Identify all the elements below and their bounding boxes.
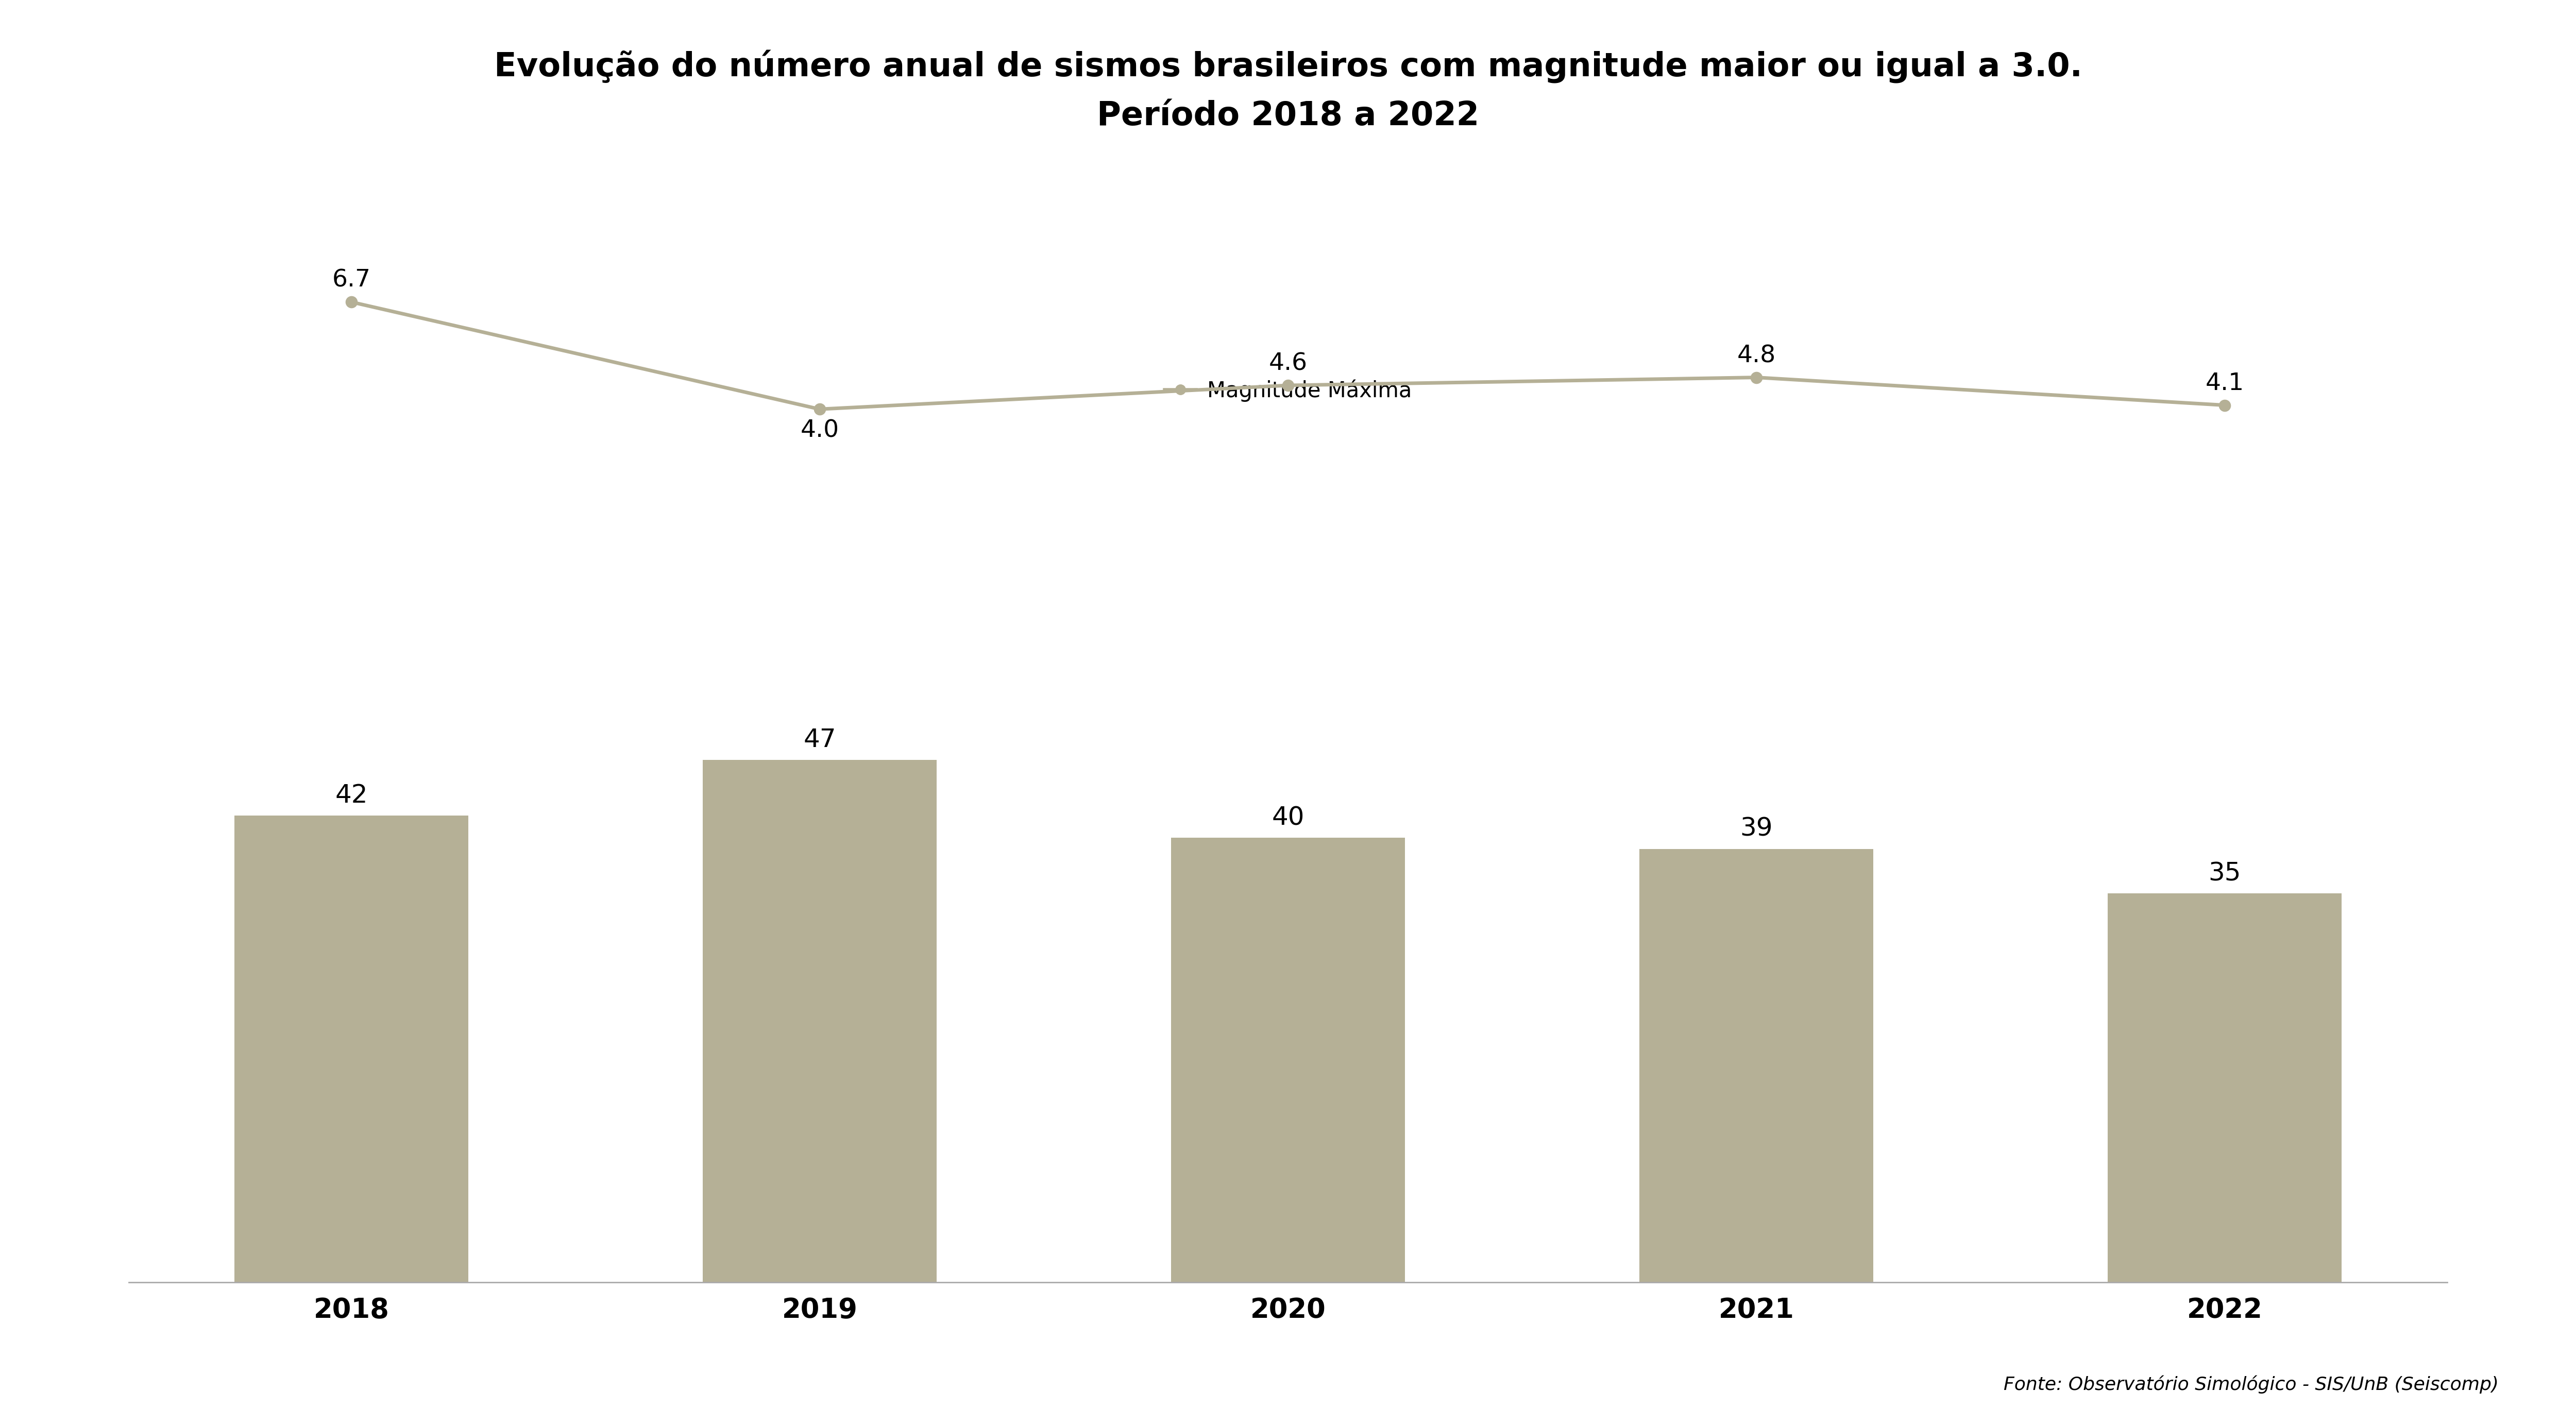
Text: 47: 47 <box>804 728 837 752</box>
Text: 4.6: 4.6 <box>1267 352 1309 375</box>
Text: 40: 40 <box>1273 805 1303 831</box>
Bar <box>234 815 469 1282</box>
Magnitude Máxima <box>2210 396 2241 413</box>
Text: 4.0: 4.0 <box>801 419 840 442</box>
Bar <box>1172 838 1404 1282</box>
Line: Magnitude Máxima: Magnitude Máxima <box>345 296 2231 415</box>
Text: 4.8: 4.8 <box>1736 345 1775 368</box>
Magnitude Máxima <box>335 294 366 311</box>
Text: 42: 42 <box>335 784 368 808</box>
Magnitude Máxima <box>1741 369 1772 386</box>
Text: Evolução do número anual de sismos brasileiros com magnitude maior ou igual a 3.: Evolução do número anual de sismos brasi… <box>495 50 2081 83</box>
Text: 4.1: 4.1 <box>2205 372 2244 395</box>
Text: Fonte: Observatório Simológico - SIS/UnB (Seiscomp): Fonte: Observatório Simológico - SIS/UnB… <box>2004 1375 2499 1394</box>
Bar <box>2107 893 2342 1282</box>
Magnitude Máxima <box>804 400 835 418</box>
Bar <box>703 760 938 1282</box>
Bar <box>1638 849 1873 1282</box>
Text: 39: 39 <box>1739 817 1772 841</box>
Magnitude Máxima <box>1273 376 1303 393</box>
Text: 35: 35 <box>2208 861 2241 886</box>
Legend: Magnitude Máxima: Magnitude Máxima <box>1157 370 1419 410</box>
Text: Período 2018 a 2022: Período 2018 a 2022 <box>1097 100 1479 131</box>
Text: 6.7: 6.7 <box>332 269 371 292</box>
